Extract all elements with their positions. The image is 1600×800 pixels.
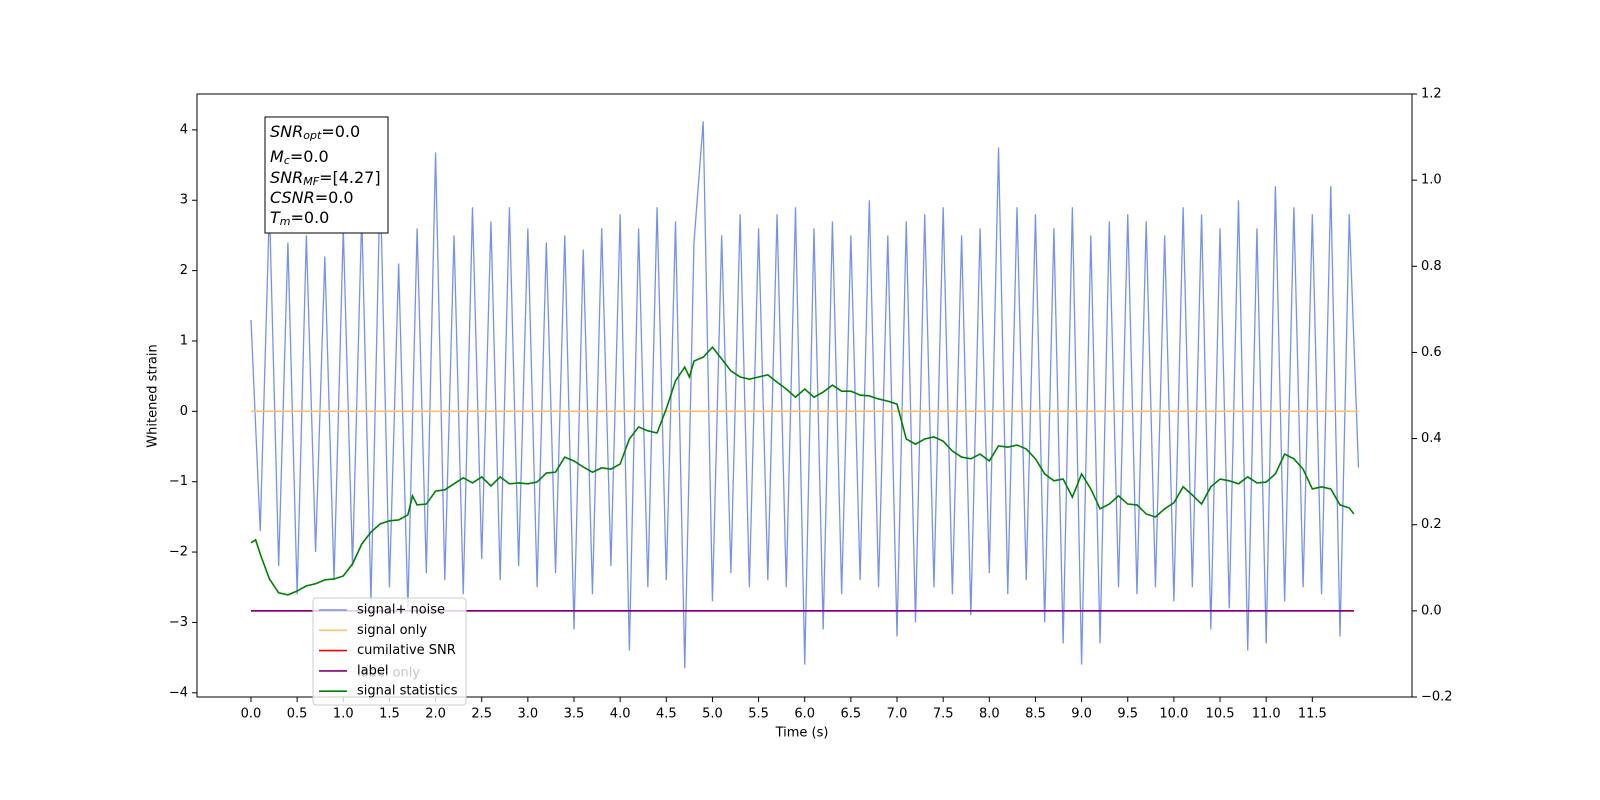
x-axis-label: Time (s)	[775, 726, 829, 741]
x-tick-label: 8.0	[979, 707, 1000, 722]
x-tick-label: 5.5	[748, 707, 769, 722]
y-tick-label: −3	[169, 615, 188, 630]
legend-hidden-text: label only	[357, 666, 420, 681]
y2-tick-label: 0.8	[1421, 259, 1442, 274]
series-line	[250, 346, 1355, 596]
annotation-value: =[4.27]	[319, 168, 381, 187]
annotation-text: CSNR=0.0	[270, 188, 354, 207]
y2-tick-label: 0.6	[1421, 345, 1442, 360]
y-tick-label: 4	[180, 122, 188, 137]
annotation-value: =0.0	[315, 188, 354, 207]
annotation-text: Mc=0.0	[270, 147, 329, 168]
x-tick-label: 4.5	[656, 707, 677, 722]
annotation-symbol: M	[270, 147, 284, 166]
annotation-value: =0.0	[321, 122, 360, 141]
legend-label: signal+ noise	[357, 603, 445, 618]
x-tick-label: 9.5	[1117, 707, 1138, 722]
x-tick-label: 7.5	[933, 707, 954, 722]
annotation-frame	[264, 116, 389, 234]
x-tick-label: 10.5	[1206, 707, 1235, 722]
x-tick-label: 11.0	[1252, 707, 1281, 722]
y-axis-label: Whitened strain	[146, 344, 161, 447]
y-tick-label: −1	[169, 474, 188, 489]
legend-frame	[312, 597, 467, 706]
annotation-subscript: m	[280, 215, 291, 228]
x-tick-label: 2.0	[425, 707, 446, 722]
annotation-box: SNRopt=0.0Mc=0.0SNRMF=[4.27]CSNR=0.0Tm=0…	[264, 116, 389, 234]
y-tick-label: 0	[180, 404, 188, 419]
x-tick-label: 6.5	[841, 707, 862, 722]
legend-label: cumilative SNR	[357, 643, 456, 658]
legend-label: label	[357, 663, 388, 678]
x-tick-label: 4.0	[610, 707, 631, 722]
y-tick-label: −4	[169, 685, 188, 700]
y2-tick-label: 1.0	[1421, 173, 1442, 188]
x-tick-label: 2.5	[471, 707, 492, 722]
x-tick-label: 3.0	[518, 707, 539, 722]
y-tick-label: 1	[180, 333, 188, 348]
legend-label: signal statistics	[357, 684, 458, 699]
annotation-text: SNRopt=0.0	[270, 122, 360, 143]
y-tick-label: −2	[169, 545, 188, 560]
y2-tick-label: −0.2	[1421, 690, 1453, 705]
annotation-symbol: SNR	[270, 168, 303, 187]
x-tick-label: 10.0	[1159, 707, 1188, 722]
annotation-symbol: CSNR	[270, 188, 315, 207]
annotation-subscript: opt	[303, 129, 322, 142]
x-tick-label: 7.0	[887, 707, 908, 722]
y2-tick-label: 0.4	[1421, 431, 1442, 446]
x-tick-label: 3.5	[564, 707, 585, 722]
y2-tick-label: 1.2	[1421, 87, 1442, 102]
y-tick-label: 3	[180, 193, 188, 208]
annotation-text: SNRMF=[4.27]	[270, 168, 381, 189]
x-tick-label: 0.0	[241, 707, 262, 722]
x-tick-label: 1.5	[379, 707, 400, 722]
y-tick-label: 2	[180, 263, 188, 278]
legend-label: signal only	[357, 623, 427, 638]
y2-tick-label: 0.0	[1421, 603, 1442, 618]
annotation-subscript: c	[284, 154, 290, 167]
x-tick-label: 0.5	[287, 707, 308, 722]
series-line	[250, 121, 1360, 669]
annotation-subscript: MF	[303, 175, 319, 188]
annotation-text: Tm=0.0	[270, 208, 329, 229]
x-tick-label: 8.5	[1025, 707, 1046, 722]
x-tick-label: 6.0	[794, 707, 815, 722]
annotation-symbol: T	[270, 208, 281, 227]
x-tick-label: 1.0	[333, 707, 354, 722]
legend: label only signal+ noise signal only cumila…	[312, 597, 467, 706]
y2-tick-label: 0.2	[1421, 517, 1442, 532]
annotation-symbol: SNR	[270, 122, 303, 141]
annotation-value: =0.0	[290, 147, 329, 166]
x-tick-label: 5.0	[702, 707, 723, 722]
annotation-value: =0.0	[291, 208, 330, 227]
x-tick-label: 9.0	[1071, 707, 1092, 722]
x-tick-label: 11.5	[1298, 707, 1327, 722]
